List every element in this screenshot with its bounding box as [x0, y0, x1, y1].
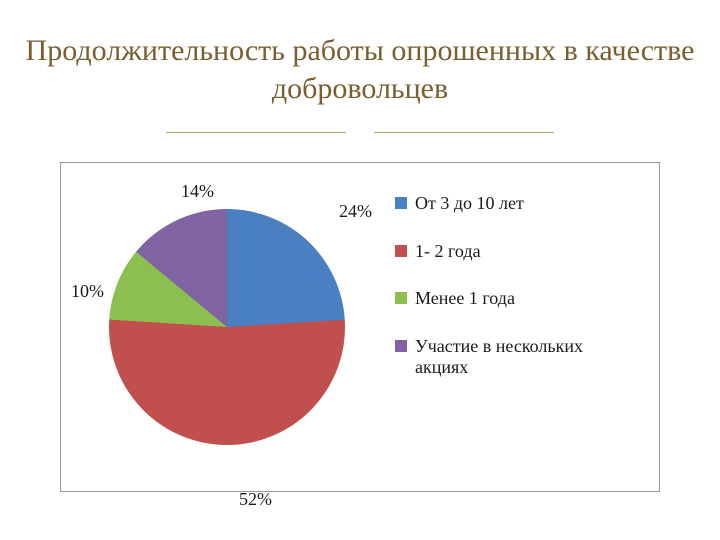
- slide: Продолжительность работы опрошенных в ка…: [0, 0, 720, 540]
- legend-item-2: Менее 1 года: [395, 288, 635, 310]
- legend-swatch-2: [395, 292, 407, 304]
- chart-card: 24% 52% 10% 14% От 3 до 10 лет 1- 2 года…: [60, 162, 660, 492]
- pct-label-0: 24%: [339, 201, 372, 222]
- chart-inner: 24% 52% 10% 14% От 3 до 10 лет 1- 2 года…: [75, 175, 645, 479]
- pct-label-3: 14%: [181, 181, 214, 202]
- pct-label-1: 52%: [239, 489, 272, 510]
- title-ornament: [0, 120, 720, 144]
- page-title: Продолжительность работы опрошенных в ка…: [0, 32, 720, 107]
- legend-text-0: От 3 до 10 лет: [415, 193, 635, 215]
- legend-item-0: От 3 до 10 лет: [395, 193, 635, 215]
- legend-text-1: 1- 2 года: [415, 241, 635, 263]
- legend-text-3: Участие в нескольких акциях: [415, 336, 635, 379]
- legend-swatch-1: [395, 245, 407, 257]
- ornament-rule-left: [166, 132, 346, 133]
- legend-item-1: 1- 2 года: [395, 241, 635, 263]
- legend: От 3 до 10 лет 1- 2 года Менее 1 года Уч…: [395, 193, 635, 405]
- pct-label-2: 10%: [71, 281, 104, 302]
- pie-chart: [109, 209, 345, 445]
- pie-wrap: 24% 52% 10% 14%: [109, 209, 345, 445]
- legend-swatch-3: [395, 340, 407, 352]
- legend-swatch-0: [395, 197, 407, 209]
- legend-text-2: Менее 1 года: [415, 288, 635, 310]
- ornament-rule-right: [374, 132, 554, 133]
- legend-item-3: Участие в нескольких акциях: [395, 336, 635, 379]
